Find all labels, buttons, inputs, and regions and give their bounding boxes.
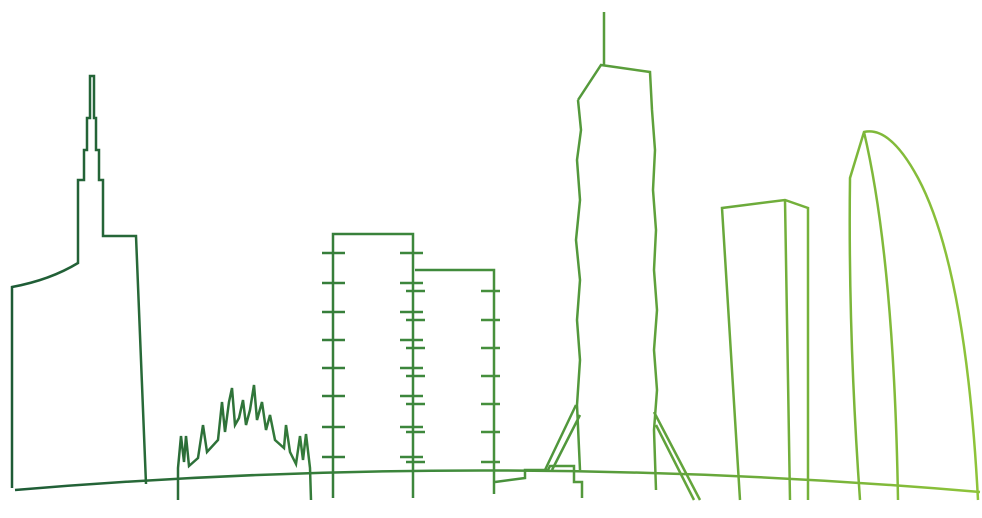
building-tall-rect [331, 232, 415, 498]
spire-tower [10, 74, 148, 488]
building-ticks-2 [406, 289, 500, 464]
curved-tower [848, 130, 980, 501]
building-ticks [322, 251, 423, 459]
tall-tower [574, 63, 659, 491]
tower-base [494, 464, 584, 498]
cathedral [176, 384, 313, 501]
building-short-rect [415, 268, 496, 494]
glass-tower [720, 198, 810, 501]
tower-legs [543, 404, 702, 501]
